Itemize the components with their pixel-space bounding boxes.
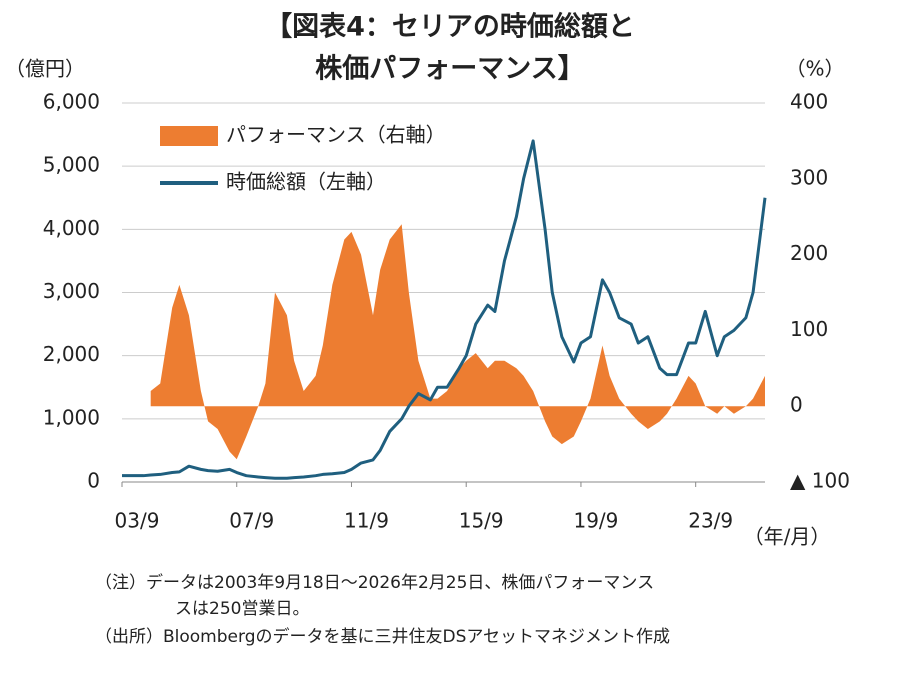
y-tick-label: 4,000 <box>43 216 100 240</box>
note: スは250営業日。 <box>175 599 309 619</box>
note: （出所）Bloombergのデータを基に三井住友DSアセットマネジメント作成 <box>95 626 670 647</box>
y-tick-label: 3,000 <box>43 279 100 303</box>
x-tick-label: 03/9 <box>115 509 160 533</box>
chart-title: 株価パフォーマンス】 <box>315 54 584 85</box>
y2-tick-label: 0 <box>790 393 803 417</box>
y2-tick-label: 400 <box>790 90 828 114</box>
x-tick-label: 15/9 <box>459 509 504 533</box>
market-cap-line <box>122 139 767 480</box>
x-tick-label: 19/9 <box>573 509 618 533</box>
legend-label: パフォーマンス（右軸） <box>226 123 446 147</box>
y-tick-label: 6,000 <box>43 90 100 114</box>
y-tick-label: 2,000 <box>43 342 100 366</box>
y-tick-label: 0 <box>87 469 100 493</box>
legend-swatch <box>160 126 218 146</box>
y2-tick-label: ▲ 100 <box>790 469 850 493</box>
y-axis-label: （億円） <box>5 57 85 81</box>
y2-tick-label: 200 <box>790 241 828 265</box>
y2-tick-label: 100 <box>790 317 828 341</box>
performance-area <box>150 224 765 460</box>
legend-label: 時価総額（左軸） <box>226 170 386 194</box>
y2-axis-label: （%） <box>785 57 844 81</box>
x-tick-label: 11/9 <box>344 509 389 533</box>
y-tick-label: 1,000 <box>43 405 100 429</box>
x-tick-label: 07/9 <box>229 509 274 533</box>
chart-title: 【図表4：セリアの時価総額と <box>265 11 635 43</box>
x-tick-label: 23/9 <box>688 509 733 533</box>
x-axis-label: （年/月） <box>744 525 831 549</box>
y2-tick-label: 300 <box>790 165 828 189</box>
note: （注）データは2003年9月18日～2026年2月25日、株価パフォーマンス <box>95 572 654 593</box>
y-tick-label: 5,000 <box>43 153 100 177</box>
